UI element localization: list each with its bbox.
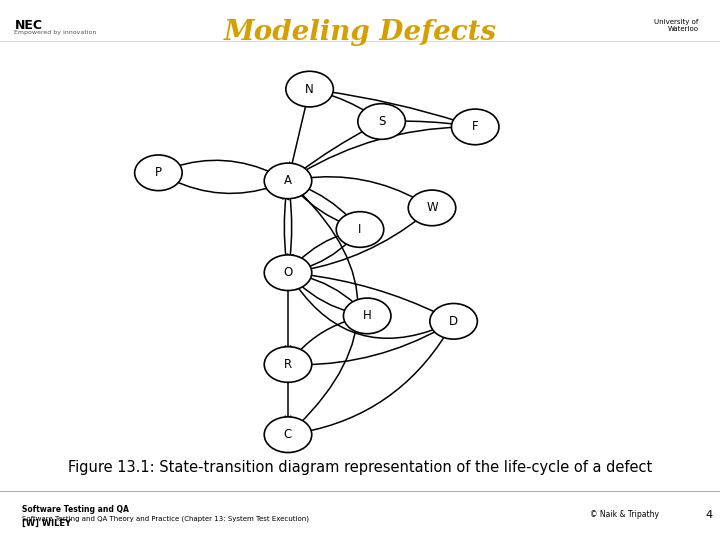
Text: D: D (449, 315, 458, 328)
Text: Empowered by innovation: Empowered by innovation (14, 30, 96, 35)
Circle shape (264, 417, 312, 453)
Text: F: F (472, 120, 479, 133)
Text: Figure 13.1: State-transition diagram representation of the life-cycle of a defe: Figure 13.1: State-transition diagram re… (68, 460, 652, 475)
Circle shape (430, 303, 477, 339)
Circle shape (264, 255, 312, 291)
Text: University of
Waterloo: University of Waterloo (654, 19, 698, 32)
Circle shape (358, 104, 405, 139)
Text: Modeling Defects: Modeling Defects (223, 19, 497, 46)
Text: R: R (284, 358, 292, 371)
Text: P: P (155, 166, 162, 179)
Text: 4: 4 (706, 510, 713, 521)
Circle shape (264, 347, 312, 382)
Circle shape (336, 212, 384, 247)
Text: Software Testing and QA Theory and Practice (Chapter 13: System Test Execution): Software Testing and QA Theory and Pract… (22, 516, 309, 522)
Circle shape (343, 298, 391, 334)
Text: © Naik & Tripathy: © Naik & Tripathy (590, 510, 660, 519)
Text: H: H (363, 309, 372, 322)
Circle shape (286, 71, 333, 107)
Text: NEC: NEC (14, 19, 42, 32)
Text: [W] WILEY: [W] WILEY (22, 518, 71, 528)
Text: Software Testing and QA: Software Testing and QA (22, 505, 128, 514)
Circle shape (135, 155, 182, 191)
Circle shape (408, 190, 456, 226)
Text: O: O (284, 266, 292, 279)
Text: W: W (426, 201, 438, 214)
Text: C: C (284, 428, 292, 441)
Text: A: A (284, 174, 292, 187)
Text: N: N (305, 83, 314, 96)
Circle shape (451, 109, 499, 145)
Text: S: S (378, 115, 385, 128)
Text: I: I (359, 223, 361, 236)
Circle shape (264, 163, 312, 199)
